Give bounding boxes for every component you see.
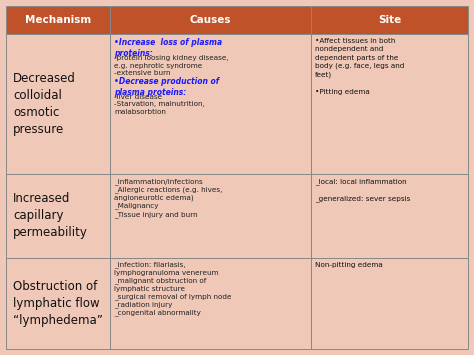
- Text: _infection: filariasis,
lymphogranuloma venereum
_malignant obstruction of
lymph: _infection: filariasis, lymphogranuloma …: [114, 262, 231, 316]
- Bar: [110, 34, 311, 174]
- Bar: [6, 174, 110, 258]
- Bar: [311, 258, 468, 349]
- Text: Site: Site: [378, 15, 401, 25]
- Text: •Affect tissues in both
nondependent and
dependent parts of the
body (e.g. face,: •Affect tissues in both nondependent and…: [315, 38, 404, 95]
- Bar: [6, 6, 110, 34]
- Text: Causes: Causes: [190, 15, 231, 25]
- Bar: [110, 258, 311, 349]
- Text: Obstruction of
lymphatic flow
“lymphedema”: Obstruction of lymphatic flow “lymphedem…: [13, 280, 103, 327]
- Bar: [110, 174, 311, 258]
- Text: -protein loosing kidney disease,
e.g. nephrotic syndrome
-extensive burn: -protein loosing kidney disease, e.g. ne…: [114, 55, 228, 76]
- Bar: [6, 258, 110, 349]
- Text: •Increase  loss of plasma
proteins:: •Increase loss of plasma proteins:: [114, 38, 222, 58]
- Bar: [311, 34, 468, 174]
- Text: Non-pitting edema: Non-pitting edema: [315, 262, 383, 268]
- Text: Increased
capillary
permeability: Increased capillary permeability: [13, 192, 88, 240]
- Bar: [6, 34, 110, 174]
- Text: Mechanism: Mechanism: [25, 15, 91, 25]
- Text: Decreased
colloidal
osmotic
pressure: Decreased colloidal osmotic pressure: [13, 72, 76, 136]
- Text: _Inflammation/infections
_Allergic reactions (e.g. hives,
angioneurotic edema)
_: _Inflammation/infections _Allergic react…: [114, 178, 222, 218]
- Text: -liver disease
-Starvation, malnutrition,
malabsorbtion: -liver disease -Starvation, malnutrition…: [114, 94, 205, 115]
- Text: •Decrease production of
plasma proteins:: •Decrease production of plasma proteins:: [114, 77, 219, 97]
- Bar: [311, 6, 468, 34]
- Text: _local: local inflammation

_generalized: sever sepsis: _local: local inflammation _generalized:…: [315, 178, 410, 202]
- Bar: [311, 174, 468, 258]
- Bar: [110, 6, 311, 34]
